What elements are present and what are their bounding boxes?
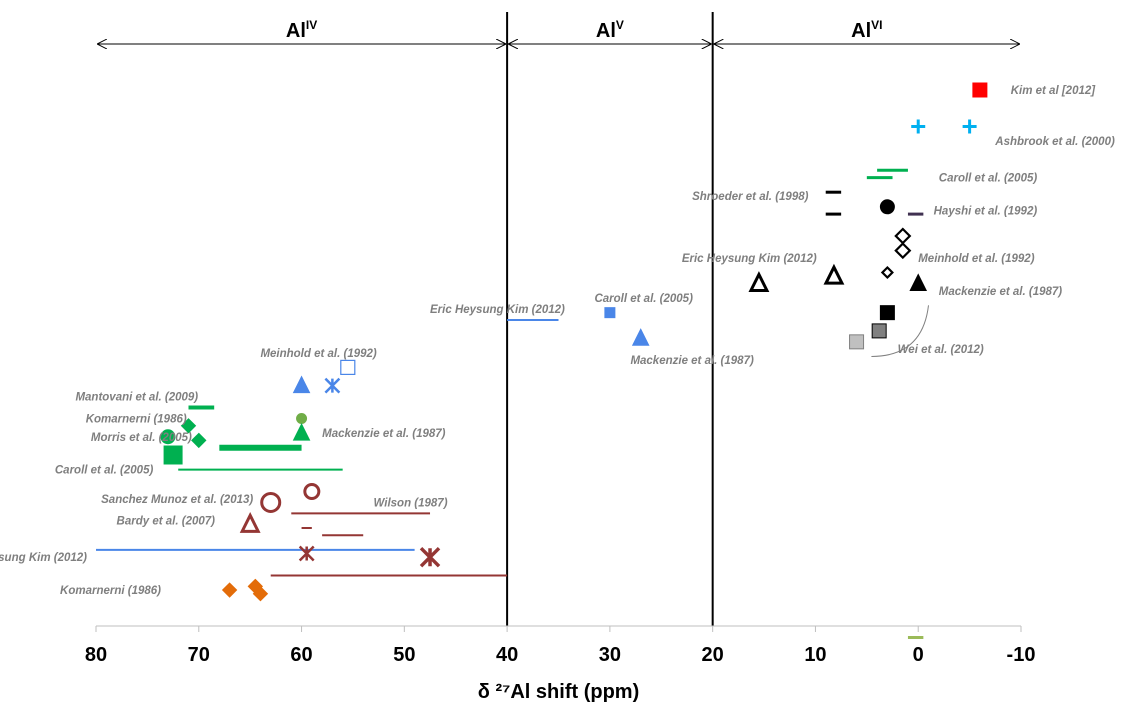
data-point-square <box>849 334 865 350</box>
data-point-diamond <box>894 242 912 260</box>
data-point-triangle <box>748 271 770 292</box>
data-point-triangle <box>823 263 845 285</box>
data-point-triangle <box>292 375 311 394</box>
data-point-diamond <box>180 418 197 434</box>
x-tick-label: 70 <box>188 644 210 666</box>
point-label: Morris et al. (2005) <box>91 432 192 444</box>
data-point-square <box>879 305 895 321</box>
x-tick-label: 30 <box>599 644 621 666</box>
x-tick-label: 60 <box>290 644 312 666</box>
point-label: Eric Heysung Kim (2012) <box>0 552 87 564</box>
x-axis: 80 70 60 50 40 30 20 10 0 -10 <box>85 625 1036 666</box>
point-label: Caroll et al. (2005) <box>594 293 693 305</box>
data-point-asterisk <box>298 545 315 562</box>
data-point-diamond <box>894 227 912 245</box>
point-label: Ashbrook et al. (2000) <box>994 136 1115 148</box>
data-point-diamond <box>191 432 207 449</box>
point-label: Sanchez Munoz et al. (2013) <box>101 494 253 506</box>
x-tick-label: -10 <box>1007 644 1036 666</box>
data-point-circle <box>879 199 895 215</box>
annotation-layer: Kim et al [2012] Ashbrook et al. (2000) Ca… <box>0 85 1115 597</box>
x-tick-label: 20 <box>702 644 724 666</box>
point-label: Caroll et al. (2005) <box>55 465 154 477</box>
data-point-square <box>340 359 356 375</box>
data-point-triangle <box>239 511 261 533</box>
data-point-square <box>871 323 887 339</box>
data-point-square <box>604 307 616 319</box>
point-label: Wilson (1987) <box>374 497 448 509</box>
data-point-ring <box>303 483 321 500</box>
point-layer <box>160 82 988 602</box>
region-label: AlV <box>596 18 624 42</box>
data-point-circle <box>296 413 308 424</box>
data-point-diamond <box>221 582 238 598</box>
point-label: Komarnerni (1986) <box>86 414 187 426</box>
data-point-asterisk <box>324 377 341 394</box>
point-label: Mackenzie et al. (1987) <box>630 355 754 367</box>
data-point-asterisk <box>419 546 441 568</box>
point-label: Mantovani et al. (2009) <box>75 392 198 404</box>
x-tick-label: 10 <box>804 644 826 666</box>
point-label: Hayshi et al. (1992) <box>934 205 1038 217</box>
point-label: Bardy et al. (2007) <box>117 516 216 528</box>
data-point-triangle <box>909 273 928 291</box>
region-label: AlIV <box>286 18 317 42</box>
point-label: Eric Heysung Kim (2012) <box>430 304 565 316</box>
point-label: Shroeder et al. (1998) <box>692 191 808 203</box>
point-label: Caroll et al. (2005) <box>939 173 1038 185</box>
data-point-triangle <box>631 328 650 346</box>
data-point-plus <box>911 119 926 134</box>
x-tick-label: 50 <box>393 644 415 666</box>
point-label: Komarnerni (1986) <box>60 585 161 597</box>
x-tick-label: 0 <box>913 644 924 666</box>
point-label: Mackenzie et al. (1987) <box>322 428 446 440</box>
data-point-diamond <box>880 265 894 280</box>
data-point-ring <box>260 491 282 513</box>
x-tick-label: 40 <box>496 644 518 666</box>
point-label: Meinhold et al. (1992) <box>260 348 376 360</box>
x-axis-title: δ ²⁷Al shift (ppm) <box>478 681 639 703</box>
x-tick-label: 80 <box>85 644 107 666</box>
data-point-square <box>972 82 988 98</box>
point-label: Meinhold et al. (1992) <box>918 253 1034 265</box>
point-label: Wei et al. (2012) <box>898 344 984 356</box>
bracket-arc <box>871 305 929 357</box>
data-point-triangle <box>292 422 311 441</box>
data-point-plus <box>962 119 977 134</box>
data-point-circle <box>160 429 176 445</box>
range-layer <box>96 168 929 639</box>
region-label: AlVI <box>851 18 882 42</box>
point-label: Mackenzie et al. (1987) <box>939 286 1063 298</box>
point-label: Kim et al [2012] <box>1011 85 1097 97</box>
point-label: Eric Heysung Kim (2012) <box>682 253 817 265</box>
data-point-diamond <box>252 585 269 602</box>
data-point-square <box>163 445 183 465</box>
